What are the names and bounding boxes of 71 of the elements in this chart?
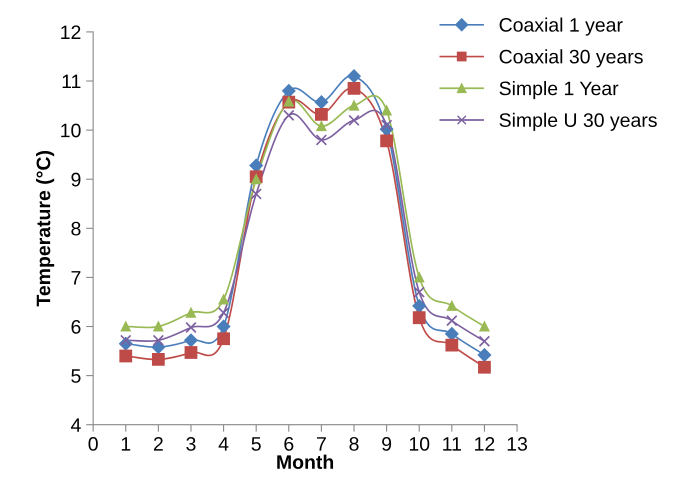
x-tick-label: 1 xyxy=(122,437,130,451)
point xyxy=(348,82,360,95)
point xyxy=(446,300,457,311)
point xyxy=(152,353,165,366)
point xyxy=(250,188,262,200)
x-tick-label: 12 xyxy=(475,437,494,451)
x-tick-label: 3 xyxy=(186,437,196,451)
point xyxy=(315,108,328,121)
x-tick-label: 8 xyxy=(349,437,359,451)
point xyxy=(185,322,197,334)
y-tick-label: 5 xyxy=(71,369,81,383)
point xyxy=(445,327,459,341)
y-tick-label: 8 xyxy=(71,222,80,236)
point xyxy=(184,334,198,347)
point xyxy=(316,121,326,132)
point xyxy=(412,311,426,324)
point xyxy=(412,299,426,313)
x-axis-title: Month xyxy=(277,454,334,469)
y-tick-label: 10 xyxy=(61,124,81,138)
x-tick-label: 4 xyxy=(218,437,228,451)
point xyxy=(283,110,294,122)
legend-label: Simple U 30 years xyxy=(500,112,657,131)
x-tick-label: 2 xyxy=(154,437,163,451)
legend-label: Coaxial 30 years xyxy=(500,49,643,68)
point xyxy=(382,105,392,116)
point xyxy=(380,120,392,131)
point xyxy=(446,314,458,326)
y-tick-label: 12 xyxy=(61,25,80,39)
y-axis-title: Temperature (°C) xyxy=(36,151,54,306)
x-tick-label: 0 xyxy=(88,437,98,451)
point xyxy=(217,332,230,346)
point xyxy=(153,322,164,332)
point xyxy=(249,158,263,172)
point xyxy=(380,134,394,148)
y-tick-label: 6 xyxy=(72,320,80,334)
y-tick-label: 9 xyxy=(71,172,80,186)
point xyxy=(186,308,196,318)
legend-label: Coaxial 1 year xyxy=(500,18,623,36)
point xyxy=(216,320,230,334)
x-tick-label: 7 xyxy=(316,437,326,451)
point xyxy=(251,174,262,184)
point xyxy=(314,95,328,109)
point xyxy=(414,272,424,282)
point xyxy=(152,334,164,346)
y-tick-label: 7 xyxy=(72,271,80,284)
point xyxy=(218,307,230,318)
point xyxy=(218,294,229,305)
point xyxy=(348,114,360,126)
x-tick-label: 6 xyxy=(284,437,294,451)
point xyxy=(282,84,296,98)
point xyxy=(119,350,132,362)
x-tick-label: 13 xyxy=(508,437,528,451)
point xyxy=(445,338,458,352)
point xyxy=(316,134,328,146)
x-tick-label: 10 xyxy=(410,437,430,451)
point xyxy=(349,100,360,111)
point xyxy=(120,322,131,332)
point xyxy=(347,69,361,83)
point xyxy=(478,348,492,362)
point xyxy=(479,322,490,332)
x-tick-label: 11 xyxy=(443,437,461,451)
point xyxy=(478,336,490,347)
point xyxy=(120,334,132,346)
point xyxy=(414,286,425,298)
point xyxy=(184,346,198,359)
point xyxy=(478,360,491,374)
y-tick-label: 4 xyxy=(70,418,81,432)
legend-label: Simple 1 Year xyxy=(500,80,618,100)
x-tick-label: 5 xyxy=(252,437,261,451)
y-tick-label: 11 xyxy=(62,74,80,88)
x-tick-label: 9 xyxy=(382,437,392,451)
